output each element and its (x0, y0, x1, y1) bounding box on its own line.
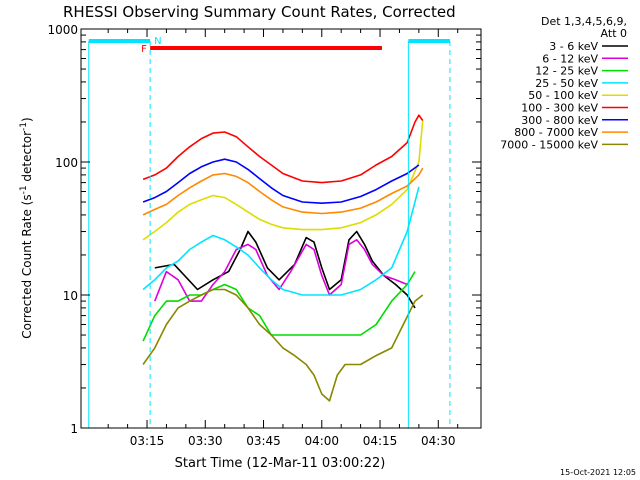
chart-title: RHESSI Observing Summary Count Rates, Co… (63, 3, 456, 21)
x-axis-label: Start Time (12-Mar-11 03:00:22) (175, 456, 386, 471)
y-tick-label: 100 (55, 156, 78, 170)
legend-label: 3 - 6 keV (549, 40, 598, 53)
plot-lines (142, 114, 424, 402)
y-tick-label: 1000 (47, 23, 78, 37)
x-tick-label: 03:30 (188, 434, 223, 448)
y-tick-label: 10 (63, 289, 78, 303)
series-line-300-800-kev (142, 158, 420, 204)
legend-header-line2: Att 0 (601, 27, 627, 40)
x-tick-label: 04:30 (421, 434, 456, 448)
legend-label: 50 - 100 keV (528, 89, 598, 102)
x-tick-label: 03:15 (130, 434, 165, 448)
legend-label: 800 - 7000 keV (514, 126, 598, 139)
x-tick-label: 04:00 (304, 434, 339, 448)
series-line-25-50-kev (142, 186, 420, 296)
series-line-7000-15000-kev (142, 288, 424, 402)
legend-label: 6 - 12 keV (542, 52, 598, 65)
legend-header-line1: Det 1,3,4,5,6,9, (541, 15, 627, 28)
legend-label: 7000 - 15000 keV (500, 138, 598, 151)
x-tick-label: 03:45 (246, 434, 281, 448)
footer-date: 15-Oct-2021 12:05 (560, 468, 636, 477)
y-axis-label: Corrected Count Rate (s-1 detector-1) (19, 117, 34, 338)
legend-label: 25 - 50 keV (535, 77, 598, 90)
series-line-100-300-kev (142, 114, 424, 184)
series-line-6-12-kev (154, 239, 408, 302)
legend-label: 300 - 800 keV (521, 114, 598, 127)
legend-label: 100 - 300 keV (521, 102, 598, 115)
plot-frame (80, 28, 482, 429)
flare-label: F (141, 44, 147, 55)
legend-label: 12 - 25 keV (535, 65, 598, 78)
y-tick-label: 1 (70, 422, 78, 436)
x-tick-label: 04:15 (363, 434, 398, 448)
plot-annotations: FN (88, 36, 451, 428)
series-line-50-100-kev (142, 120, 424, 241)
night-label: N (154, 36, 161, 47)
axis-ticks: 03:15 03:30 03:45 04:00 04:15 04:30 1 10 100 1000 (47, 23, 481, 448)
series-line-3-6-kev (154, 230, 416, 309)
series-line-12-25-kev (142, 271, 416, 342)
series-line-800-7000-kev (142, 167, 424, 216)
